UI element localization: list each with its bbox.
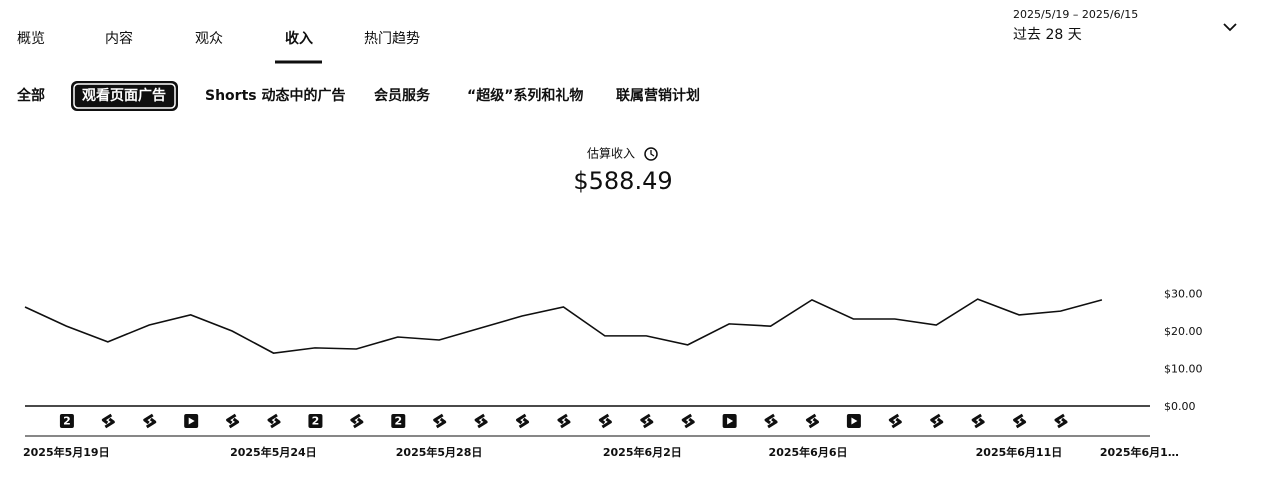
shorts-icon[interactable] [681, 413, 695, 429]
shorts-icon[interactable] [143, 413, 157, 429]
subtab[interactable]: Shorts 动态中的广告 [205, 87, 345, 104]
video-play [727, 417, 734, 425]
shorts-icon[interactable] [101, 413, 115, 429]
shorts-icon[interactable] [516, 413, 530, 429]
x-tick-label: 2025年5月28日 [396, 445, 483, 459]
shorts-icon[interactable] [971, 413, 985, 429]
shorts-icon[interactable] [350, 413, 364, 429]
shorts-icon[interactable] [888, 413, 902, 429]
shorts-icon[interactable] [474, 413, 488, 429]
shorts-icon[interactable] [433, 413, 447, 429]
upload-badge[interactable] [391, 414, 406, 428]
y-tick-label: $20.00 [1164, 325, 1203, 338]
shorts-icon[interactable] [930, 413, 944, 429]
video-play [188, 417, 195, 425]
subtab[interactable]: 会员服务 [374, 87, 431, 104]
shorts-icon[interactable] [1054, 413, 1068, 429]
tab[interactable]: 内容 [105, 30, 133, 47]
tab[interactable]: 热门趋势 [364, 31, 420, 47]
upload-count: 2 [394, 415, 402, 428]
x-tick-label: 2025年6月2日 [603, 445, 682, 459]
x-tick-label: 2025年5月19日 [23, 445, 110, 459]
shorts-icon[interactable] [805, 413, 819, 429]
upload-badge[interactable] [59, 414, 74, 428]
date-period[interactable]: 过去 28 天 [1013, 27, 1082, 43]
shorts-icon[interactable] [557, 413, 571, 429]
subtab[interactable]: 全部 [16, 87, 45, 104]
metric-value: $588.49 [573, 167, 672, 195]
upload-badge[interactable] [308, 414, 323, 428]
shorts-icon[interactable] [640, 413, 654, 429]
video-play [851, 417, 858, 425]
chevron[interactable] [1223, 23, 1237, 32]
subtab[interactable]: “超级”系列和礼物 [467, 87, 583, 104]
line-series [24, 298, 1103, 354]
y-tick-label: $0.00 [1164, 400, 1196, 413]
shorts-icon[interactable] [598, 413, 612, 429]
date-range: 2025/5/19 – 2025/6/15 [1013, 8, 1138, 21]
subtab-selected-bg [71, 81, 178, 111]
metric-label: 估算收入 [587, 146, 635, 161]
clock-icon [644, 147, 658, 161]
upload-count: 2 [312, 415, 320, 428]
upload-count: 2 [63, 415, 71, 428]
x-tick-label: 2025年6月11日 [976, 445, 1063, 459]
tab[interactable]: 观众 [195, 31, 223, 47]
shorts-icon[interactable] [267, 413, 281, 429]
x-tick-label: 2025年5月24日 [230, 445, 317, 459]
shorts-icon[interactable] [764, 413, 778, 429]
shorts-icon[interactable] [1013, 413, 1027, 429]
tab[interactable]: 概览 [17, 31, 45, 47]
tab[interactable]: 收入 [285, 30, 313, 47]
subtab-focus [73, 83, 176, 109]
y-tick-label: $30.00 [1164, 288, 1203, 301]
subtab[interactable]: 观看页面广告 [82, 87, 166, 104]
y-tick-label: $10.00 [1164, 363, 1203, 376]
clock-hand [650, 150, 655, 157]
x-tick-label: 2025年6月6日 [769, 445, 848, 459]
subtab[interactable]: 联属营销计划 [616, 87, 700, 104]
shorts-icon[interactable] [226, 413, 240, 429]
x-tick-label: 2025年6月1… [1100, 445, 1179, 459]
